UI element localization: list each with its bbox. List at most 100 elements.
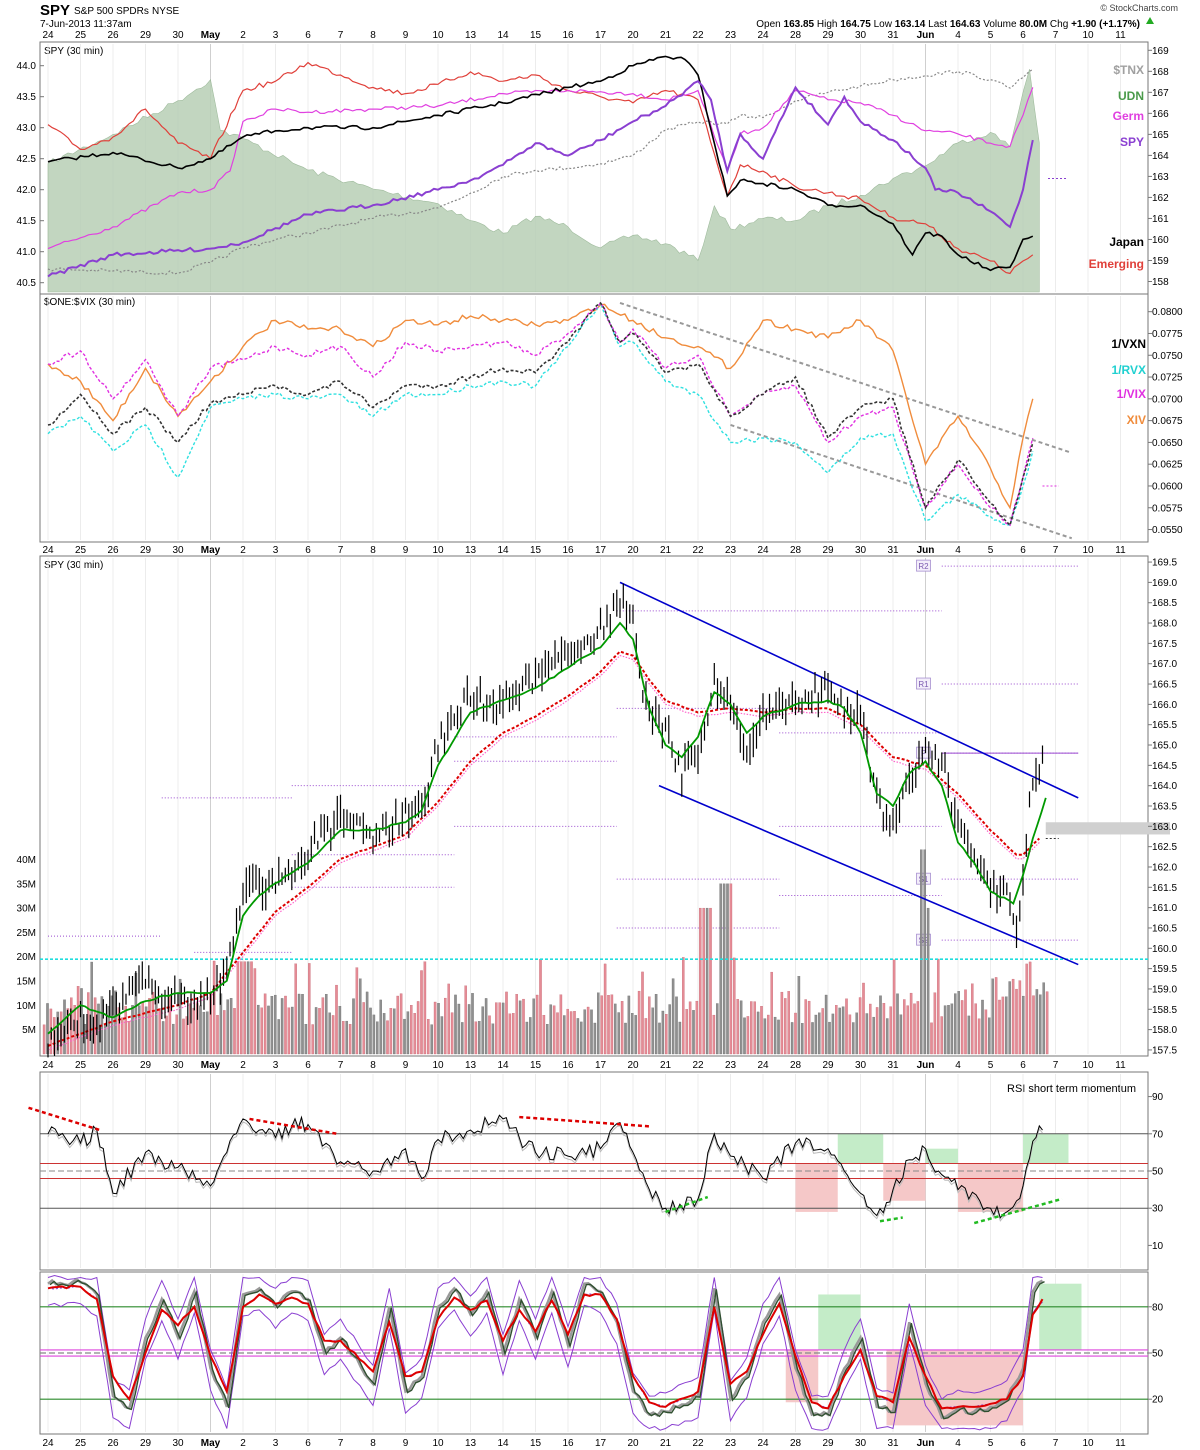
volume-bar (212, 960, 216, 1055)
x-tick-label: 25 (75, 1438, 87, 1449)
volume-bar (865, 1013, 869, 1055)
volume-bar (671, 978, 675, 1055)
y-tick-label: 158 (1152, 277, 1169, 288)
x-tick-label: 4 (955, 545, 961, 556)
y-tick-label: 50 (1152, 1349, 1164, 1360)
x-tick-label: 29 (140, 1060, 152, 1071)
x-tick-label: 17 (595, 545, 607, 556)
volume-bar (498, 1002, 501, 1055)
x-tick-label: 3 (273, 1060, 279, 1071)
volume-bar (359, 978, 362, 1055)
volume-tick-label: 5M (22, 1025, 36, 1036)
divergence-line (973, 1197, 1063, 1225)
x-tick-label: 5 (988, 30, 994, 41)
volume-bar (440, 1016, 444, 1055)
volume-bar (960, 1000, 964, 1055)
y-tick-label: 165.5 (1152, 720, 1177, 731)
volume-bar (940, 1016, 943, 1055)
volume-tick-label: 25M (17, 928, 36, 939)
gap-zone-box (1045, 822, 1170, 835)
volume-bar (614, 1003, 617, 1055)
volume-bar (223, 1010, 226, 1055)
x-tick-label: 21 (660, 1060, 672, 1071)
x-tick-label: 2 (240, 30, 246, 41)
x-tick-label: 3 (273, 1438, 279, 1449)
rsi-shadow-line (47, 1117, 1043, 1222)
y-tick-label: 168.5 (1152, 598, 1177, 609)
signal-zone-box (1023, 1133, 1069, 1164)
volume-bar (821, 1008, 824, 1055)
volume-bar (971, 983, 974, 1055)
y-tick-label: 162.5 (1152, 842, 1177, 853)
volume-bar (304, 1024, 308, 1055)
volume-bar (127, 1021, 131, 1055)
volume-bar (661, 1010, 665, 1055)
volume-bar (801, 1023, 804, 1055)
y-tick-label: 0.0625 (1152, 460, 1183, 471)
x-tick-label: 24 (757, 30, 769, 41)
volume-bar (858, 997, 862, 1055)
volume-bar (199, 1005, 202, 1055)
volume-bar (287, 1007, 291, 1055)
volume-bar (423, 961, 427, 1055)
volume-bar (233, 1008, 236, 1055)
volume-bar (930, 1022, 933, 1055)
series-rvx-line (47, 301, 1034, 526)
y-tick-label: 80 (1152, 1302, 1164, 1313)
volume-bar (882, 1003, 886, 1055)
volume-bar (889, 1006, 892, 1055)
volume-bar (617, 1012, 620, 1055)
volume-bar (311, 1024, 314, 1055)
volume-bar (658, 1022, 661, 1055)
volume-bar (399, 993, 403, 1055)
volume-bar (297, 993, 301, 1055)
volume-bar (178, 978, 182, 1055)
y-tick-label: 0.0700 (1152, 394, 1183, 405)
volume-bar (226, 999, 229, 1055)
x-tick-label: 8 (370, 1060, 376, 1071)
x-tick-label: 7 (1053, 30, 1059, 41)
volume-bar (284, 995, 287, 1055)
volume-bar (957, 991, 960, 1055)
y-tick-label-left: 41.0 (17, 247, 37, 258)
volume-bar (372, 1014, 376, 1055)
volume-bar (794, 1012, 797, 1055)
y-tick-label: 90 (1152, 1092, 1164, 1103)
x-tick-label: 23 (725, 1060, 737, 1071)
x-tick-label: 13 (465, 545, 477, 556)
volume-bar (250, 961, 253, 1055)
pivot-label-box (916, 559, 931, 572)
series-spy-line (47, 79, 1034, 278)
y-tick-label: 169.5 (1152, 558, 1177, 569)
legend-label: 1/VXN (1111, 337, 1146, 351)
volume-bar (845, 998, 848, 1055)
volume-bar (518, 1000, 522, 1055)
x-tick-label: 22 (692, 30, 704, 41)
volume-bar (974, 1003, 977, 1055)
volume-bar (906, 1005, 909, 1055)
x-tick-label: 10 (1082, 545, 1094, 556)
x-tick-label: 29 (822, 545, 834, 556)
volume-bar (427, 1019, 430, 1055)
volume-bar (773, 1016, 777, 1055)
volume-bar (348, 1024, 352, 1055)
x-tick-label: 31 (887, 1060, 899, 1071)
x-tick-label: 7 (1053, 1438, 1059, 1449)
volume-bar (797, 976, 801, 1055)
volume-bar (335, 984, 338, 1055)
volume-bar (631, 1013, 634, 1055)
y-tick-label: 159.5 (1152, 964, 1177, 975)
x-tick-label: 7 (338, 30, 344, 41)
volume-bar (590, 1009, 593, 1055)
volume-bar (804, 999, 807, 1055)
volume-bar (450, 1012, 454, 1055)
volume-bar (685, 1009, 688, 1055)
volume-bar (243, 961, 246, 1055)
header-symbol: SPY (40, 2, 70, 19)
trendline (619, 302, 1073, 454)
volume-bar (746, 1016, 750, 1055)
volume-bar (236, 961, 240, 1055)
volume-bar (495, 1002, 498, 1055)
volume-bar (651, 1007, 654, 1055)
x-tick-label: 25 (75, 1060, 87, 1071)
